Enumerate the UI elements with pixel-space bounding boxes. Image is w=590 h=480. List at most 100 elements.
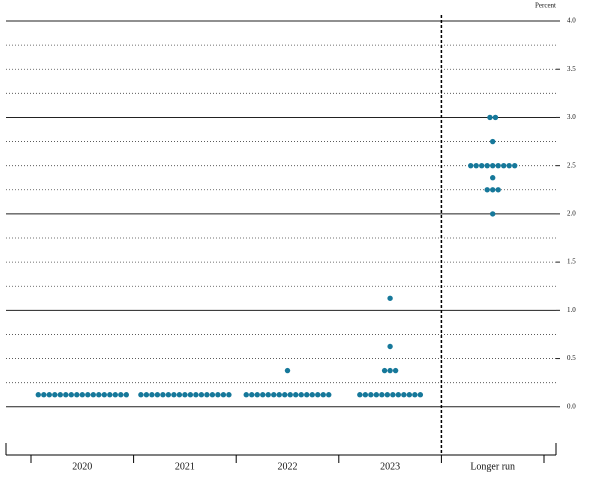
dot bbox=[41, 392, 47, 398]
dot bbox=[176, 392, 183, 398]
dot bbox=[35, 392, 41, 398]
y-tick-label: 2.0 bbox=[567, 209, 576, 217]
y-tick-label: 4.0 bbox=[567, 17, 576, 25]
dot bbox=[506, 162, 512, 169]
dot bbox=[304, 392, 310, 398]
dot bbox=[52, 392, 58, 398]
dot bbox=[154, 392, 161, 398]
y-axis-label: Percent bbox=[535, 2, 556, 10]
dot bbox=[118, 392, 124, 398]
dot bbox=[320, 392, 326, 398]
dot bbox=[392, 367, 399, 374]
dot bbox=[362, 392, 369, 398]
x-tick-label: 2022 bbox=[278, 461, 298, 472]
dot bbox=[379, 392, 385, 398]
dot bbox=[57, 392, 63, 398]
dot bbox=[309, 392, 315, 398]
dot bbox=[492, 114, 499, 121]
dot bbox=[243, 392, 249, 398]
x-tick-label: 2021 bbox=[175, 461, 195, 472]
dot bbox=[395, 392, 402, 398]
dot bbox=[220, 392, 227, 398]
dot bbox=[287, 392, 293, 398]
dot bbox=[90, 392, 97, 398]
dot bbox=[326, 392, 332, 398]
dot bbox=[265, 392, 271, 398]
dot bbox=[412, 392, 418, 398]
dot bbox=[204, 392, 210, 398]
dot bbox=[484, 162, 490, 169]
dot bbox=[401, 392, 407, 398]
dot bbox=[490, 211, 496, 217]
dot bbox=[193, 392, 199, 398]
dot bbox=[101, 392, 108, 398]
y-tick-label: 1.5 bbox=[567, 258, 576, 266]
y-tick-label: 3.5 bbox=[567, 65, 576, 73]
dot bbox=[357, 392, 363, 398]
dot bbox=[495, 162, 501, 169]
dot bbox=[284, 367, 291, 374]
dot bbox=[112, 392, 119, 398]
dot bbox=[46, 392, 52, 398]
dot bbox=[387, 367, 393, 374]
dot bbox=[282, 392, 288, 398]
dot bbox=[149, 392, 155, 398]
dot bbox=[187, 392, 194, 398]
dot bbox=[182, 392, 188, 398]
dot bbox=[390, 392, 396, 398]
dot bbox=[373, 392, 380, 398]
x-tick-label: 2023 bbox=[380, 461, 400, 472]
dot bbox=[315, 392, 321, 398]
dot bbox=[381, 367, 388, 374]
dot bbox=[85, 392, 91, 398]
dot bbox=[160, 392, 166, 398]
dot bbox=[368, 392, 374, 398]
y-tick-label: 0.0 bbox=[567, 402, 576, 410]
dot bbox=[74, 392, 80, 398]
dot bbox=[387, 295, 393, 301]
dot bbox=[215, 392, 221, 398]
dot bbox=[63, 392, 69, 398]
dot bbox=[138, 392, 144, 398]
dot bbox=[96, 392, 102, 398]
dot bbox=[123, 392, 129, 398]
dot bbox=[249, 392, 255, 398]
dot bbox=[271, 392, 277, 398]
x-tick-label: 2020 bbox=[72, 461, 92, 472]
dot bbox=[468, 162, 474, 169]
dot bbox=[406, 392, 413, 398]
y-tick-label: 2.5 bbox=[567, 161, 576, 169]
dot bbox=[490, 175, 496, 181]
dot bbox=[165, 392, 172, 398]
y-tick-label: 3.0 bbox=[567, 113, 576, 121]
dot bbox=[484, 187, 490, 193]
y-tick-label: 0.5 bbox=[567, 354, 576, 362]
dot bbox=[226, 392, 232, 398]
dot bbox=[490, 187, 496, 193]
dot bbox=[254, 392, 260, 398]
dot bbox=[490, 162, 496, 169]
dot bbox=[298, 392, 304, 398]
dot bbox=[276, 392, 282, 398]
dot bbox=[417, 392, 424, 398]
dot bbox=[293, 392, 299, 398]
dot bbox=[501, 162, 507, 169]
dot bbox=[495, 187, 501, 193]
dot bbox=[479, 162, 485, 169]
dot bbox=[209, 392, 216, 398]
x-tick-label: Longer run bbox=[470, 461, 515, 472]
dot bbox=[68, 392, 75, 398]
dot bbox=[107, 392, 113, 398]
y-tick-label: 1.0 bbox=[567, 306, 576, 314]
dot bbox=[387, 343, 393, 350]
dot bbox=[490, 138, 496, 145]
dot bbox=[79, 392, 86, 398]
dot bbox=[143, 392, 150, 398]
dot bbox=[473, 162, 479, 169]
dot bbox=[384, 392, 391, 398]
dot bbox=[512, 162, 518, 169]
dot bbox=[487, 114, 493, 121]
dot bbox=[260, 392, 266, 398]
dot bbox=[198, 392, 205, 398]
